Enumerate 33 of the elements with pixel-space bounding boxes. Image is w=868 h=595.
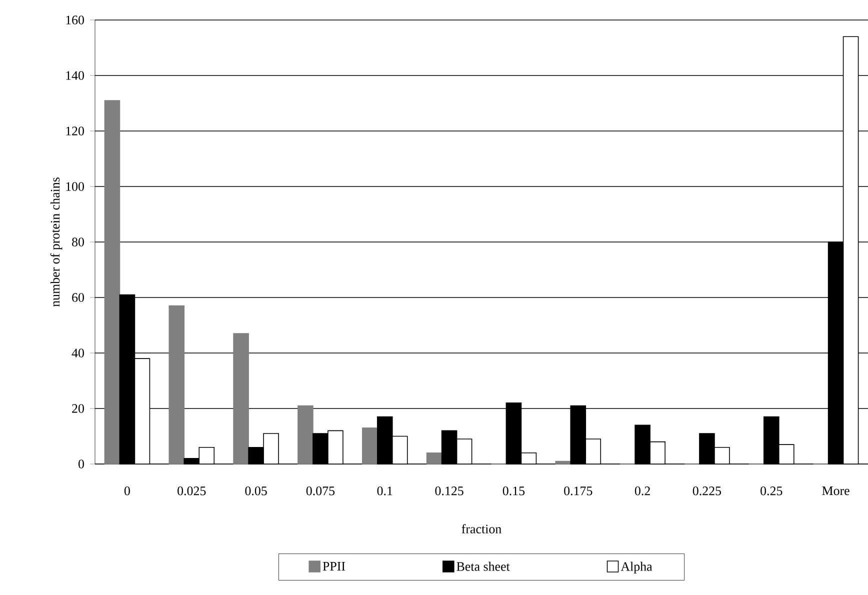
x-tick-label: 0.175 [564, 486, 592, 496]
x-tick-label: 0 [124, 486, 130, 496]
bar [426, 452, 442, 464]
x-tick-label: 0.125 [435, 486, 464, 496]
x-tick-label: 0.05 [245, 486, 267, 496]
bar [168, 305, 185, 464]
y-axis-title: number of protein chains [50, 178, 62, 307]
y-tick-label: 60 [72, 293, 84, 302]
legend-label: Alpha [620, 562, 652, 574]
y-tick-label: 40 [72, 348, 84, 358]
legend-label: PPII [322, 562, 346, 570]
bar [104, 100, 120, 464]
x-tick-label: 0.225 [692, 486, 722, 496]
y-tick-label: 0 [78, 460, 84, 468]
y-tick-label: 160 [66, 16, 84, 24]
x-tick-label: 0.1 [377, 486, 392, 496]
x-tick-label: 0.025 [178, 486, 206, 496]
bar [233, 333, 249, 464]
x-tick-label: 0.25 [760, 486, 782, 496]
x-tick-label: 0.15 [502, 486, 525, 496]
y-tick-label: 20 [72, 404, 84, 413]
x-tick-label: 0.2 [634, 486, 650, 496]
y-tick-label: 80 [72, 238, 84, 246]
y-tick-label: 120 [66, 126, 84, 136]
y-tick-label: 140 [66, 71, 84, 80]
x-tick-label: 0.075 [306, 486, 335, 496]
x-axis-title: fraction [462, 524, 502, 534]
legend-label: Beta sheet [456, 562, 510, 571]
bar [555, 460, 572, 464]
bar [298, 405, 314, 464]
y-tick-label: 100 [66, 182, 84, 191]
bar [362, 428, 378, 464]
x-tick-label: More [822, 486, 850, 496]
